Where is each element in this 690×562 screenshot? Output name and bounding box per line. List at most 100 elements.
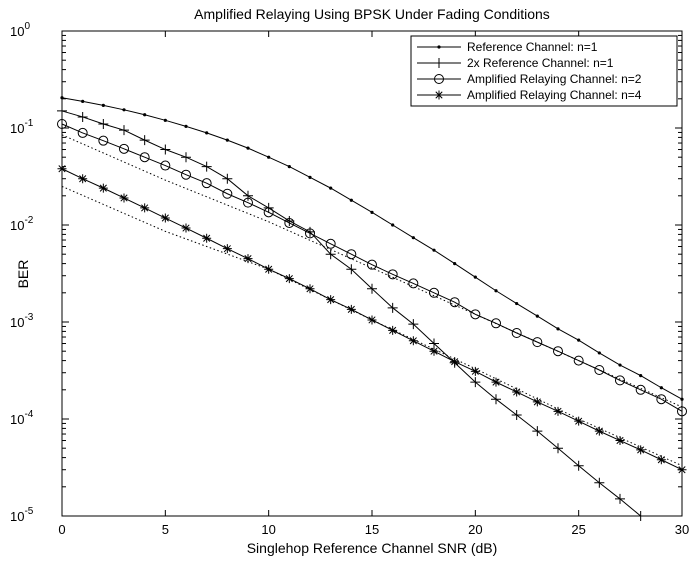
data-point-dot [473,275,477,279]
data-point-star [470,366,480,376]
series-line [61,97,683,400]
data-point-circle [222,188,233,199]
data-point-star [346,304,356,314]
data-point-dot [618,363,622,367]
data-point-dot [494,289,498,293]
y-tick-label: 10-3 [10,312,34,330]
data-point-circle [635,384,646,395]
data-point-circle [677,406,687,417]
data-point-circle [434,74,444,84]
data-point-circle [305,228,315,239]
data-point-star [367,315,377,325]
data-point-plus [532,426,543,437]
data-point-circle [449,297,460,308]
data-point-dot [101,103,105,107]
data-point-circle [367,259,377,270]
data-point-plus [367,283,377,294]
x-tick-label: 25 [571,522,585,537]
data-point-circle [98,135,109,146]
data-point-dot [515,301,519,306]
data-point-dot [680,397,684,401]
legend: Reference Channel: n=1 2x Reference Chann… [410,35,678,107]
data-point-dot [577,338,581,342]
x-tick-label: 20 [468,522,482,537]
y-tick-label: 10-1 [10,118,34,136]
series-2 [57,105,646,521]
y-tick-base: 10 [10,412,24,427]
data-point-circle [201,178,212,189]
data-point-dot [122,108,126,112]
data-point-star [388,325,398,335]
y-tick-base: 10 [10,121,24,136]
data-point-circle [573,355,584,366]
data-point-dot [370,210,374,214]
data-point-star [553,406,563,416]
data-point-dot [267,155,271,159]
legend-item: 2x Reference Channel: n=1 [417,56,614,70]
data-point-dot [411,236,415,240]
legend-label: Reference Channel: n=1 [467,40,598,54]
data-point-circle [346,249,357,260]
data-point-dot [308,175,312,179]
data-point-star [264,264,274,274]
data-point-dot [143,113,147,117]
data-point-plus [470,377,481,388]
data-point-star [434,90,444,100]
x-tick-label: 5 [162,522,169,537]
data-point-dot [437,45,441,49]
y-tick-label: 100 [10,21,30,39]
y-tick-exponent: 0 [24,21,30,32]
legend-box [410,35,678,107]
y-tick-exponent: -3 [24,312,33,323]
data-point-circle [284,217,295,228]
data-point-plus [77,111,88,122]
data-point-dot [329,186,333,190]
data-point-plus [181,152,191,163]
data-point-star [243,254,253,264]
data-point-circle [511,328,522,339]
data-point-star [429,346,439,356]
data-point-star [202,233,212,243]
y-tick-base: 10 [10,509,24,524]
series-group [57,96,687,521]
data-point-dot [535,314,539,318]
chart-title: Amplified Relaying Using BPSK Under Fadi… [194,6,550,22]
legend-item: Amplified Relaying Channel: n=2 [417,72,642,86]
series-4 [57,164,687,475]
data-point-star [594,426,604,436]
data-point-star [512,387,522,397]
data-point-plus [408,319,419,330]
data-point-star [305,284,315,294]
data-point-star [160,213,170,223]
y-tick-base: 10 [10,315,24,330]
data-point-plus [511,409,522,420]
data-point-star [491,377,501,387]
legend-label: Amplified Relaying Channel: n=2 [467,72,642,86]
series-1 [60,96,684,401]
x-tick-label: 15 [365,522,379,537]
data-point-dot [453,262,457,266]
data-point-circle [160,160,171,171]
y-tick-exponent: -2 [24,215,33,226]
data-point-star [98,183,108,193]
data-point-dot [391,223,395,227]
data-point-dot [225,138,229,142]
data-point-dot [349,198,353,202]
data-point-star [450,357,460,367]
data-point-plus [222,173,233,184]
data-point-dot [287,165,291,169]
data-point-circle [325,238,336,249]
legend-label: 2x Reference Channel: n=1 [467,56,614,70]
y-tick-label: 10-2 [10,215,34,233]
data-point-circle [408,278,419,289]
data-point-star [57,164,67,174]
data-point-circle [429,287,439,298]
data-point-plus [346,264,357,275]
data-point-star [656,455,666,465]
data-point-dot [659,386,663,390]
x-tick-label: 10 [261,522,275,537]
data-point-dot [163,118,167,122]
data-point-star [574,416,584,426]
